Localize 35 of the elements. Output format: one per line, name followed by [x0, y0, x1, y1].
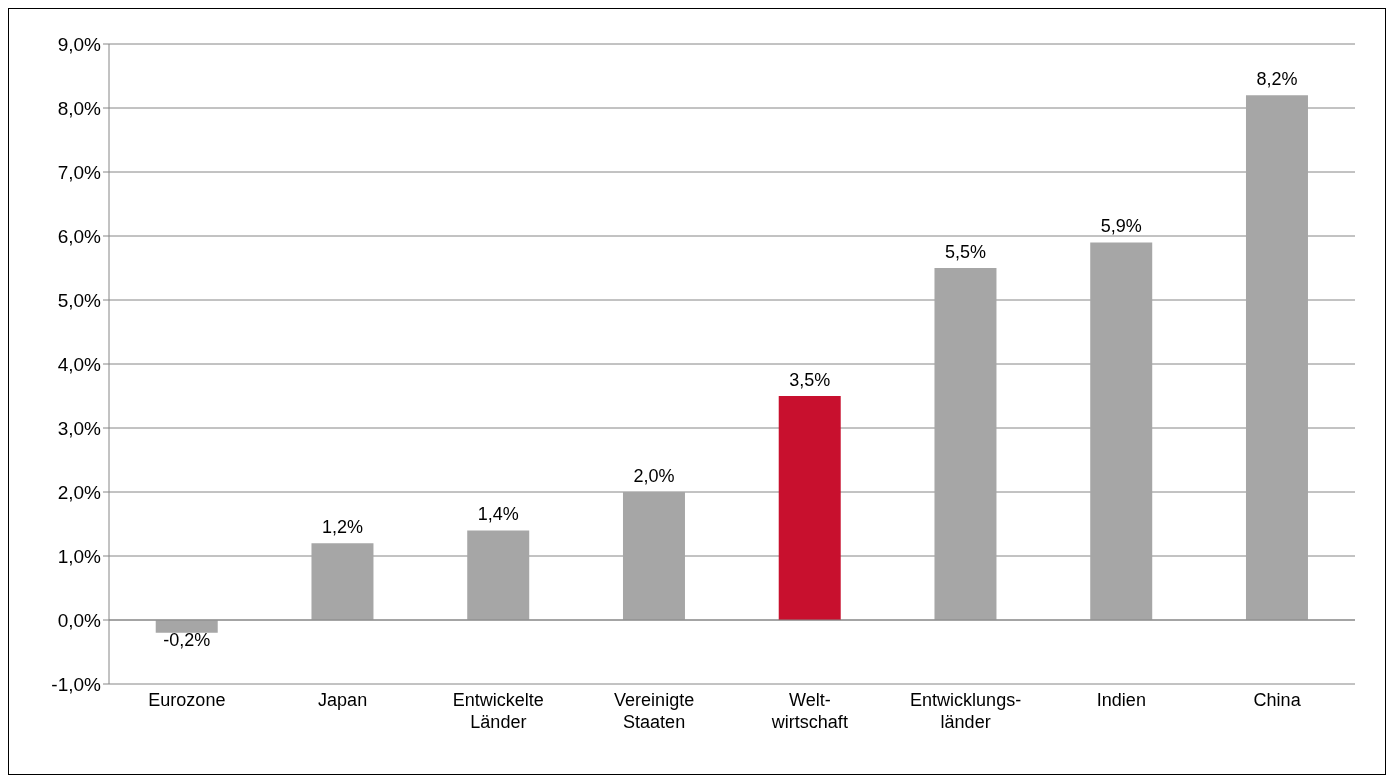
y-tick-label: 7,0% — [57, 161, 102, 183]
bar — [467, 530, 530, 620]
data-label: 8,2% — [1256, 69, 1298, 90]
y-tick-label: 6,0% — [57, 225, 102, 247]
data-label: 2,0% — [633, 466, 675, 486]
bar — [311, 543, 374, 620]
bar — [1090, 242, 1153, 620]
y-tick-label: -1,0% — [51, 673, 102, 695]
x-tick-label: Vereinigte Staaten — [614, 690, 695, 732]
x-tick-label: Entwickelte Länder — [452, 690, 544, 732]
y-tick-label: 5,0% — [57, 289, 102, 311]
bar — [1245, 95, 1308, 620]
bar — [934, 268, 997, 620]
y-tick-label: 4,0% — [57, 353, 102, 375]
y-tick-label: 2,0% — [57, 481, 102, 503]
y-tick-label: 3,0% — [57, 417, 102, 439]
x-tick-label: Japan — [318, 690, 368, 710]
y-tick-label: 9,0% — [57, 33, 102, 55]
data-label: 5,9% — [1100, 216, 1142, 237]
data-label: 3,5% — [789, 370, 831, 390]
data-label: 5,5% — [944, 242, 986, 262]
x-tick-label: Entwicklungs- länder — [910, 690, 1022, 732]
data-label: 1,4% — [477, 504, 519, 525]
x-tick-label: China — [1253, 690, 1302, 710]
x-tick-label: Eurozone — [148, 690, 226, 710]
data-label: -0,2% — [163, 630, 211, 650]
bar — [155, 620, 218, 633]
x-tick-label: Welt- wirtschaft — [770, 690, 848, 732]
data-label: 1,2% — [321, 517, 363, 538]
y-tick-label: 0,0% — [57, 609, 102, 631]
x-tick-label: Indien — [1096, 690, 1146, 710]
y-tick-label: 1,0% — [57, 545, 102, 567]
bar — [622, 492, 685, 620]
bar — [778, 396, 841, 620]
y-tick-label: 8,0% — [57, 97, 102, 119]
